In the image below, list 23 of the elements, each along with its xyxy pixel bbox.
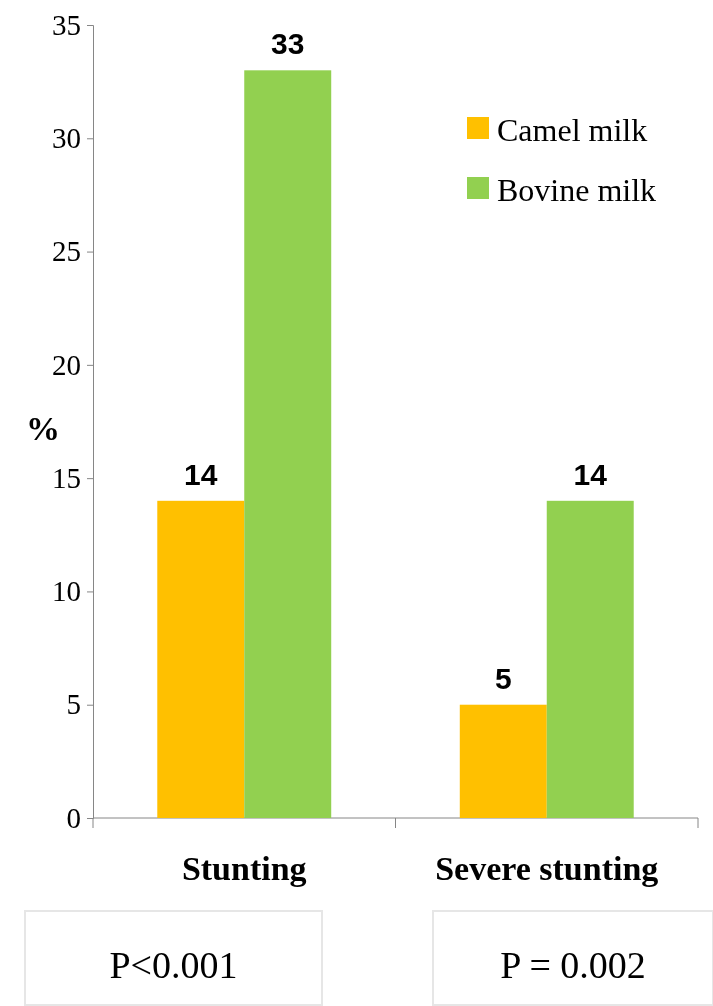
y-tick-label: 5 (66, 688, 81, 721)
bar (459, 704, 547, 818)
x-tick-label: Stunting (181, 850, 307, 887)
bar (546, 500, 634, 818)
data-label: 5 (494, 661, 512, 695)
data-label: 33 (271, 27, 305, 61)
y-tick-label: 25 (52, 235, 81, 268)
y-tick-label: 35 (52, 8, 81, 41)
y-axis-title: % (26, 410, 60, 447)
x-tick-label: Severe stunting (435, 850, 659, 887)
text: P<0.001 (109, 944, 238, 986)
legend-label: Camel milk (497, 112, 648, 148)
bar (157, 500, 245, 818)
legend-label: Bovine milk (497, 172, 657, 208)
y-tick-label: 0 (66, 801, 81, 834)
y-tick-label: 20 (52, 348, 81, 381)
data-label: 14 (573, 457, 608, 491)
bar (244, 70, 332, 818)
y-tick-label: 30 (52, 122, 81, 155)
data-label: 14 (184, 457, 218, 491)
y-tick-label: 10 (52, 575, 81, 608)
y-tick-label: 15 (52, 461, 81, 494)
text: P = 0.002 (500, 944, 646, 986)
